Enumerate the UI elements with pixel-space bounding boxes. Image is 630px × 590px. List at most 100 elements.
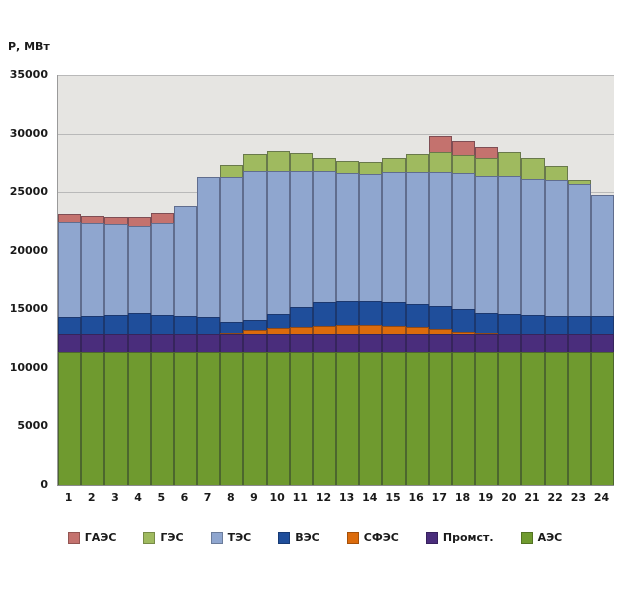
- bar-hour-14: [359, 75, 383, 485]
- legend-label: СФЭС: [363, 531, 399, 544]
- bar-segment-ВЭС: [173, 316, 198, 334]
- bar-segment-ГЭС: [451, 155, 476, 174]
- bar-segment-АЭС: [521, 352, 545, 485]
- bar-segment-Промст.: [428, 333, 452, 353]
- bar-segment-ВЭС: [498, 313, 522, 334]
- bar-segment-ТЭС: [428, 171, 452, 307]
- bar-segment-АЭС: [475, 352, 499, 485]
- bar-segment-Промст.: [475, 333, 499, 353]
- bar-segment-Промст.: [197, 333, 221, 353]
- bar-segment-ТЭС: [567, 183, 591, 316]
- legend-label: ГЭС: [160, 531, 184, 544]
- bar-segment-ТЭС: [405, 172, 429, 305]
- bar-segment-ВЭС: [289, 306, 313, 327]
- bar-segment-ВЭС: [428, 306, 452, 330]
- bar-segment-ВЭС: [359, 301, 383, 325]
- bar-segment-ВЭС: [336, 301, 360, 325]
- bar-segment-Промст.: [220, 333, 244, 353]
- bar-segment-СФЭС: [266, 328, 290, 334]
- x-tick-label: 8: [226, 491, 235, 504]
- legend-label: АЭС: [537, 531, 563, 544]
- bar-segment-ТЭС: [127, 225, 151, 314]
- bar-segment-ТЭС: [58, 222, 82, 317]
- bar-segment-АЭС: [451, 352, 476, 485]
- bar-segment-АЭС: [590, 352, 615, 485]
- bar-segment-ГЭС: [312, 158, 337, 172]
- bar-segment-АЭС: [81, 352, 105, 485]
- bar-hour-11: [289, 75, 313, 485]
- x-tick-label: 3: [111, 491, 119, 504]
- bar-segment-ТЭС: [475, 175, 499, 313]
- bar-segment-Промст.: [266, 333, 290, 353]
- y-tick-label: 10000: [9, 360, 48, 374]
- x-tick-label: 14: [362, 491, 378, 504]
- bar-segment-ГАЭС: [475, 146, 499, 159]
- x-tick-label: 19: [478, 491, 494, 504]
- bar-segment-ГЭС: [289, 152, 313, 172]
- bar-segment-АЭС: [312, 352, 337, 485]
- bar-hour-17: [428, 75, 452, 485]
- bar-segment-ТЭС: [104, 224, 128, 316]
- x-tick-label: 1: [64, 491, 73, 504]
- bar-segment-АЭС: [220, 352, 244, 485]
- bar-segment-ВЭС: [475, 312, 499, 333]
- bar-segment-ТЭС: [498, 175, 522, 314]
- legend-item: ГАЭС: [67, 531, 116, 544]
- bar-segment-ГЭС: [567, 180, 591, 184]
- x-tick-label: 24: [593, 491, 610, 504]
- bar-segment-АЭС: [150, 352, 174, 485]
- bar-segment-Промст.: [590, 333, 615, 353]
- bar-segment-АЭС: [567, 352, 591, 485]
- bar-segment-СФЭС: [243, 330, 267, 334]
- bar-hour-20: [498, 75, 522, 485]
- legend-swatch-icon: [520, 531, 533, 544]
- bar-segment-ТЭС: [521, 178, 545, 316]
- bar-segment-ВЭС: [405, 304, 429, 327]
- bar-hour-15: [382, 75, 406, 485]
- bar-segment-ВЭС: [312, 302, 337, 326]
- bar-segment-ВЭС: [243, 320, 267, 331]
- bar-segment-Промст.: [289, 333, 313, 353]
- legend-swatch-icon: [346, 531, 359, 544]
- bar-segment-АЭС: [336, 352, 360, 485]
- bar-segment-АЭС: [243, 352, 267, 485]
- bar-segment-СФЭС: [475, 332, 499, 334]
- bar-segment-ВЭС: [81, 316, 105, 334]
- x-tick-label: 20: [501, 491, 517, 504]
- bar-hour-1: [58, 75, 82, 485]
- bar-segment-ТЭС: [359, 174, 383, 302]
- bar-segment-ГЭС: [498, 152, 522, 176]
- bar-segment-СФЭС: [451, 331, 476, 334]
- legend-item: АЭС: [520, 531, 563, 544]
- bar-segment-Промст.: [312, 333, 337, 353]
- x-tick-label: 17: [431, 491, 447, 504]
- x-tick-label: 23: [570, 491, 587, 504]
- bar-segment-АЭС: [359, 352, 383, 485]
- legend-swatch-icon: [425, 531, 438, 544]
- bar-hour-16: [405, 75, 429, 485]
- bar-segment-АЭС: [428, 352, 452, 485]
- bar-segment-ТЭС: [312, 171, 337, 303]
- bar-segment-ВЭС: [451, 309, 476, 332]
- bar-hour-5: [150, 75, 174, 485]
- y-tick-label: 30000: [9, 126, 48, 140]
- bar-hour-23: [567, 75, 591, 485]
- bar-segment-ГЭС: [382, 158, 406, 173]
- bar-segment-АЭС: [58, 352, 82, 485]
- x-tick-label: 13: [338, 491, 355, 504]
- bar-segment-Промст.: [104, 333, 128, 353]
- bar-segment-ВЭС: [266, 314, 290, 329]
- x-tick-label: 4: [134, 491, 142, 504]
- bar-segment-Промст.: [81, 333, 105, 353]
- legend-label: ТЭС: [227, 531, 252, 544]
- bar-segment-ТЭС: [220, 176, 244, 322]
- legend-item: ГЭС: [143, 531, 184, 544]
- bar-segment-ВЭС: [127, 313, 151, 334]
- legend-item: ТЭС: [210, 531, 252, 544]
- bar-segment-ГЭС: [359, 162, 383, 175]
- y-tick-label: 5000: [17, 419, 48, 433]
- legend-label: Промст.: [442, 531, 494, 544]
- bar-hour-7: [197, 75, 221, 485]
- bar-segment-Промст.: [382, 333, 406, 353]
- bar-hour-13: [336, 75, 360, 485]
